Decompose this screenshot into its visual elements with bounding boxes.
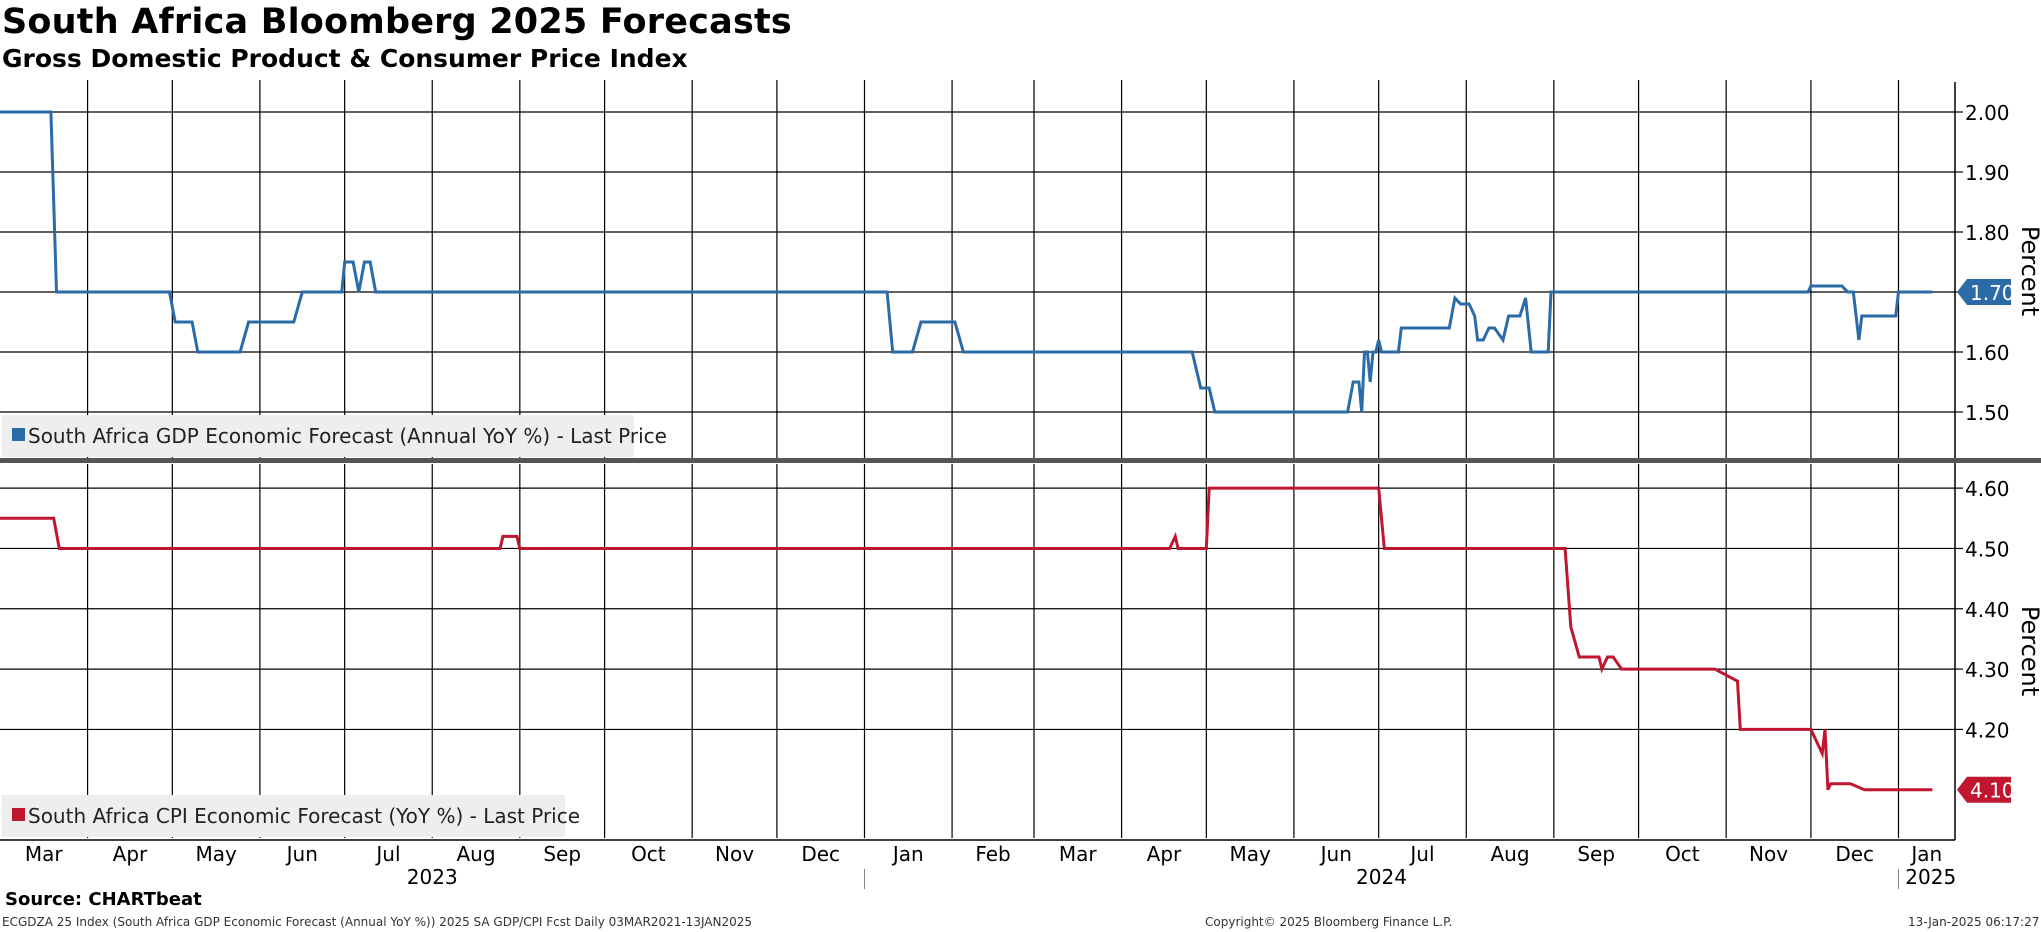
panel-divider bbox=[0, 458, 2041, 463]
series-layer bbox=[0, 110, 1933, 792]
x-month-label: Jun bbox=[285, 842, 318, 866]
x-year-label: 2025 bbox=[1905, 865, 1956, 889]
y-tick-label: 4.60 bbox=[1965, 477, 2010, 501]
y-axis-title: Percent bbox=[2016, 606, 2041, 696]
legend-box bbox=[2, 795, 565, 837]
last-value-flag bbox=[1957, 776, 2011, 803]
x-month-label: Mar bbox=[1059, 842, 1098, 866]
x-month-label: Jun bbox=[1319, 842, 1352, 866]
x-year-label: 2024 bbox=[1356, 865, 1407, 889]
footer-timestamp: 13-Jan-2025 06:17:27 bbox=[1908, 915, 2040, 929]
gdp-series-line bbox=[0, 110, 1933, 414]
x-month-label: Oct bbox=[1665, 842, 1700, 866]
x-month-label: Feb bbox=[975, 842, 1010, 866]
x-month-label: Sep bbox=[1577, 842, 1615, 866]
x-month-label: Sep bbox=[543, 842, 581, 866]
footer-copyright: Copyright© 2025 Bloomberg Finance L.P. bbox=[1205, 915, 1453, 929]
y-tick-label: 1.80 bbox=[1965, 221, 2010, 245]
legend-swatch bbox=[12, 428, 25, 441]
x-month-label: Dec bbox=[1835, 842, 1874, 866]
y-tick-label: 1.50 bbox=[1965, 401, 2010, 425]
y-tick-label: 4.50 bbox=[1965, 537, 2010, 561]
x-month-label: Apr bbox=[113, 842, 148, 866]
x-month-label: Apr bbox=[1147, 842, 1182, 866]
legend-label: South Africa GDP Economic Forecast (Annu… bbox=[28, 424, 667, 448]
chart-title: South Africa Bloomberg 2025 Forecasts bbox=[2, 2, 792, 42]
y-tick-label: 1.60 bbox=[1965, 341, 2010, 365]
legend-box bbox=[2, 415, 634, 457]
axis-layer: 2.001.901.801.701.601.501.70PercentSouth… bbox=[0, 82, 2041, 889]
legend-swatch bbox=[12, 808, 25, 821]
x-month-label: Jul bbox=[1408, 842, 1434, 866]
legend-label: South Africa CPI Economic Forecast (YoY … bbox=[28, 804, 580, 828]
y-axis-title: Percent bbox=[2016, 226, 2041, 316]
footer-left: ECGDZA 25 Index (South Africa GDP Econom… bbox=[2, 915, 752, 929]
cpi-series-line bbox=[0, 486, 1933, 792]
x-month-label: Jul bbox=[374, 842, 400, 866]
y-tick-label: 4.20 bbox=[1965, 718, 2010, 742]
x-month-label: Nov bbox=[1749, 842, 1788, 866]
y-tick-label: 1.90 bbox=[1965, 161, 2010, 185]
x-month-label: May bbox=[1229, 842, 1271, 866]
x-month-label: Jan bbox=[1909, 842, 1942, 866]
last-value-label: 4.10 bbox=[1970, 779, 2015, 803]
x-month-label: Nov bbox=[715, 842, 754, 866]
y-tick-label: 4.30 bbox=[1965, 658, 2010, 682]
x-month-label: Aug bbox=[457, 842, 496, 866]
x-month-label: Oct bbox=[631, 842, 666, 866]
x-month-label: Jan bbox=[891, 842, 924, 866]
y-tick-label: 4.40 bbox=[1965, 598, 2010, 622]
x-month-label: May bbox=[195, 842, 237, 866]
x-month-label: Mar bbox=[25, 842, 64, 866]
x-year-label: 2023 bbox=[407, 865, 458, 889]
x-month-label: Aug bbox=[1491, 842, 1530, 866]
chart-subtitle: Gross Domestic Product & Consumer Price … bbox=[2, 44, 688, 73]
last-value-label: 1.70 bbox=[1970, 281, 2015, 305]
source-note: Source: CHARTbeat bbox=[5, 889, 202, 910]
x-month-label: Dec bbox=[801, 842, 840, 866]
y-tick-label: 2.00 bbox=[1965, 101, 2010, 125]
last-value-flag bbox=[1957, 279, 2011, 305]
